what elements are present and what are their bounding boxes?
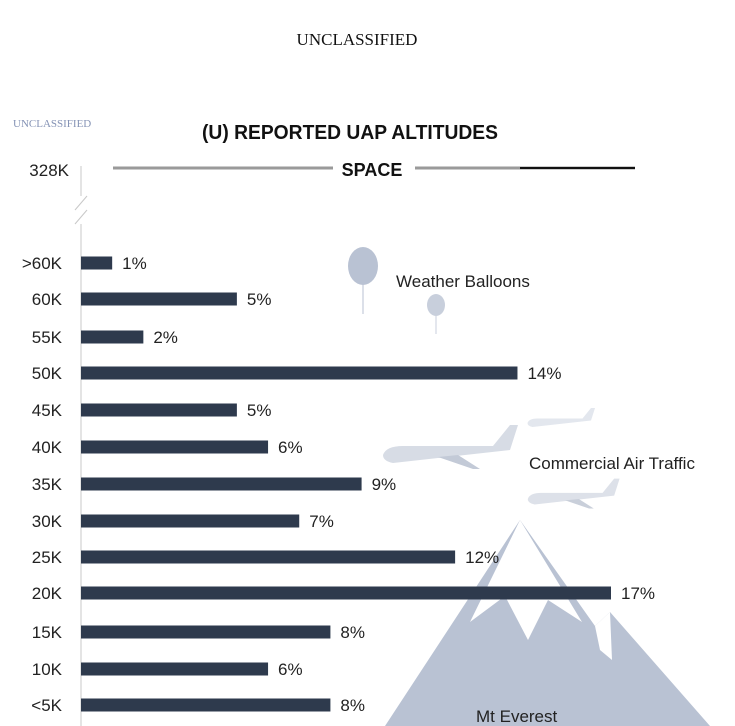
bar xyxy=(81,662,269,676)
bar xyxy=(81,403,237,417)
data-label: 6% xyxy=(278,660,303,679)
space-label: SPACE xyxy=(342,160,403,180)
annotation-weather-balloons: Weather Balloons xyxy=(396,272,530,291)
space-altitude-label: 328K xyxy=(29,161,69,180)
bar xyxy=(81,330,144,344)
bar xyxy=(81,366,518,380)
bar-group: >60K 1% 60K 5% 55K 2% 50K 14% 45K 5% 40K 6% 35K 9% 30K… xyxy=(22,254,655,715)
tick-label: 20K xyxy=(32,584,63,603)
annotation-mt-everest: Mt Everest xyxy=(476,707,558,726)
tick-label: 10K xyxy=(32,660,63,679)
tick-label: 45K xyxy=(32,401,63,420)
corner-classification: UNCLASSIFIED xyxy=(13,118,91,130)
data-label: 9% xyxy=(372,475,397,494)
bar xyxy=(81,292,237,306)
data-label: 17% xyxy=(621,584,655,603)
data-label: 14% xyxy=(527,364,561,383)
data-label: 6% xyxy=(278,438,303,457)
bar xyxy=(81,514,300,528)
bar xyxy=(81,477,362,491)
bar xyxy=(81,550,456,564)
chart-title: (U) REPORTED UAP ALTITUDES xyxy=(202,122,498,144)
data-label: 5% xyxy=(247,401,272,420)
tick-label: 55K xyxy=(32,328,63,347)
tick-label: 30K xyxy=(32,512,63,531)
data-label: 8% xyxy=(340,696,365,715)
mountain-icon xyxy=(385,520,710,726)
annotation-commercial-air-traffic: Commercial Air Traffic xyxy=(529,454,695,473)
axis-break-mark-2 xyxy=(74,209,88,225)
data-label: 5% xyxy=(247,290,272,309)
tick-label: <5K xyxy=(31,696,62,715)
tick-label: 15K xyxy=(32,623,63,642)
weather-balloon-icon xyxy=(348,247,445,334)
data-label: 8% xyxy=(340,623,365,642)
data-label: 7% xyxy=(309,512,334,531)
bar xyxy=(81,698,331,712)
classification-header: UNCLASSIFIED xyxy=(297,30,418,49)
bar xyxy=(81,625,331,639)
bar xyxy=(81,440,269,454)
axis-break-mark-1 xyxy=(74,195,88,211)
data-label: 12% xyxy=(465,548,499,567)
tick-label: 25K xyxy=(32,548,63,567)
data-label: 2% xyxy=(153,328,178,347)
tick-label: 35K xyxy=(32,475,63,494)
tick-label: 40K xyxy=(32,438,63,457)
tick-label: 50K xyxy=(32,364,63,383)
bar xyxy=(81,586,611,600)
tick-label: 60K xyxy=(32,290,63,309)
data-label: 1% xyxy=(122,254,147,273)
tick-label: >60K xyxy=(22,254,63,273)
bar xyxy=(81,256,113,270)
airplane-icon xyxy=(383,408,620,509)
